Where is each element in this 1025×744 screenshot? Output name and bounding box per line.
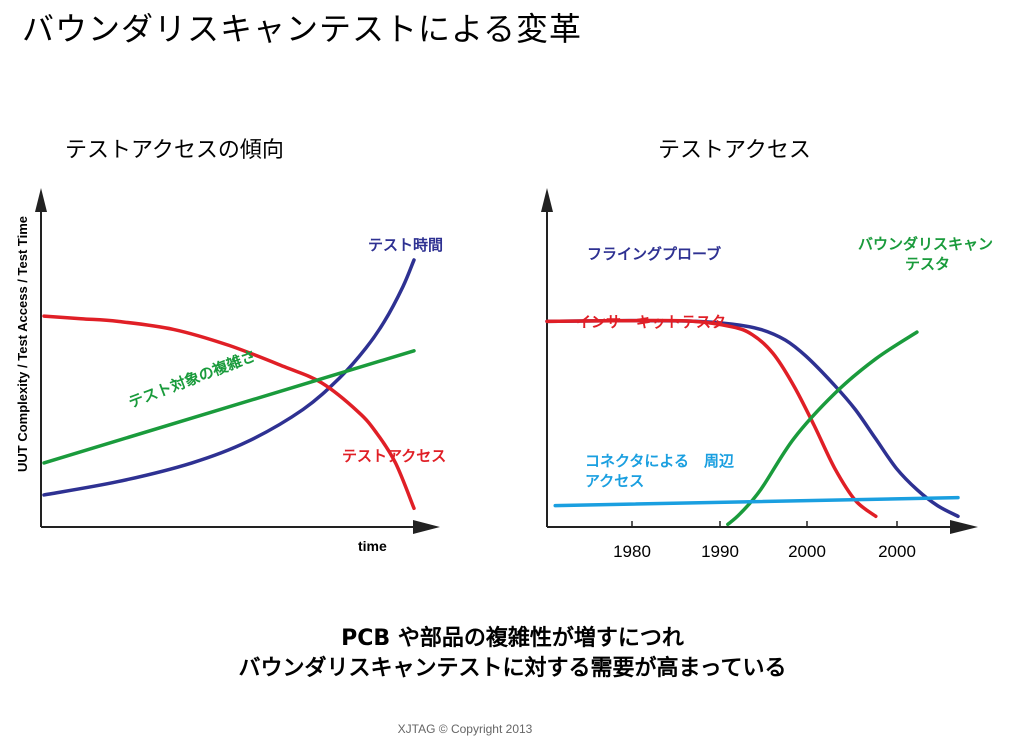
left-chart-series-2-label: テスト対象の複雑さ bbox=[126, 347, 258, 412]
right-x-axis-arrow bbox=[950, 520, 978, 534]
bottom-caption-line-2: バウンダリスキャンテストに対する需要が高まっている bbox=[238, 656, 787, 681]
right-chart-series-1-label: インサーキットテスタ bbox=[576, 314, 726, 331]
left-y-axis-arrow bbox=[35, 188, 47, 212]
right-chart-series-2-line bbox=[726, 330, 919, 527]
right-chart-xtick-label-2: 2000 bbox=[788, 542, 826, 561]
right-chart bbox=[541, 188, 978, 534]
bottom-caption-line-1: PCB や部品の複雑性が増すにつれ bbox=[341, 626, 684, 651]
right-chart-xtick-label-1: 1990 bbox=[701, 542, 739, 561]
right-chart-series-0-label: フライングプローブ bbox=[587, 245, 721, 263]
left-x-axis-arrow bbox=[413, 520, 440, 534]
left-chart-series-2-line bbox=[42, 349, 416, 465]
right-chart-xtick-label-0: 1980 bbox=[613, 542, 651, 561]
right-chart-series-3-label: コネクタによる 周辺アクセス bbox=[585, 452, 735, 490]
right-chart-series-2-label: バウンダリスキャンテスタ bbox=[858, 235, 993, 273]
right-chart-title: テストアクセス bbox=[658, 138, 811, 163]
left-y-axis-label: UUT Complexity / Test Access / Test Time bbox=[15, 216, 30, 472]
copyright-footer: XJTAG © Copyright 2013 bbox=[397, 722, 533, 736]
left-chart: time UUT Complexity / Test Access / Test… bbox=[15, 188, 440, 554]
left-chart-series-0-line bbox=[42, 258, 416, 497]
left-chart-series-1-label: テストアクセス bbox=[342, 448, 446, 465]
right-chart-xtick-label-3: 2000 bbox=[878, 542, 916, 561]
left-chart-title: テストアクセスの傾向 bbox=[65, 138, 284, 163]
left-chart-series-0-label: テスト時間 bbox=[368, 236, 443, 254]
page-title: バウンダリスキャンテストによる変革 bbox=[22, 10, 583, 48]
left-chart-series-1-line bbox=[42, 314, 416, 511]
left-x-axis-label: time bbox=[358, 538, 387, 554]
right-chart-series-1-line bbox=[545, 318, 878, 519]
right-chart-series-3-line bbox=[553, 495, 960, 508]
right-y-axis-arrow bbox=[541, 188, 553, 212]
